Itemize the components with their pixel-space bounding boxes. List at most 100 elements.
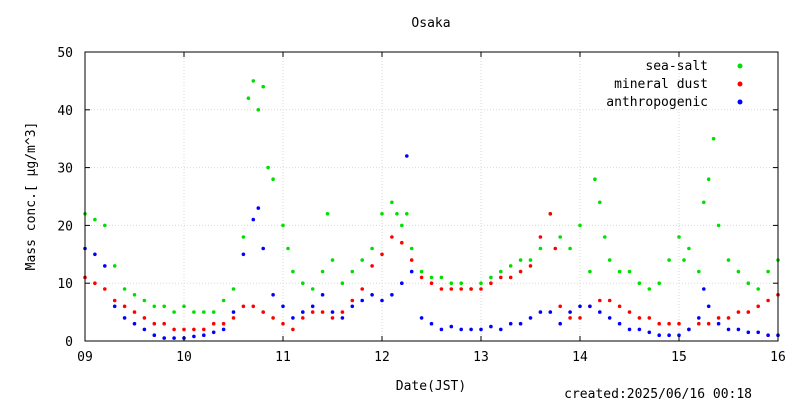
data-point — [568, 246, 572, 251]
data-point — [320, 310, 325, 314]
data-point — [568, 316, 572, 320]
data-point — [152, 304, 157, 309]
data-point — [766, 298, 770, 303]
y-axis-label: Mass conc.[ μg/m^3] — [24, 122, 39, 271]
data-point — [756, 304, 760, 309]
data-point — [617, 304, 622, 309]
data-point — [340, 310, 345, 314]
data-point — [325, 212, 330, 216]
x-tick-label: 10 — [176, 350, 192, 365]
data-point — [702, 287, 706, 291]
data-point — [439, 327, 444, 332]
legend-marker — [737, 63, 743, 69]
data-point — [459, 327, 464, 332]
data-point — [301, 316, 305, 320]
data-point — [548, 212, 553, 216]
data-point — [246, 96, 251, 100]
data-point — [400, 240, 404, 245]
axis-ticks: 09 10 11 12 13 14 15 16 0 10 20 30 40 50 — [57, 46, 785, 365]
data-point — [518, 258, 523, 262]
series-mineral-dust — [83, 212, 780, 332]
data-point — [182, 304, 186, 309]
data-point — [637, 316, 642, 320]
data-point — [132, 321, 137, 326]
data-point — [182, 327, 186, 332]
data-point — [93, 252, 97, 257]
data-point — [162, 336, 166, 340]
data-point — [172, 310, 176, 314]
data-point — [103, 264, 107, 268]
y-tick-label: 40 — [57, 104, 73, 119]
data-point — [405, 212, 409, 216]
data-point — [241, 304, 246, 309]
data-point — [687, 327, 691, 332]
data-point — [152, 321, 157, 326]
data-point — [518, 321, 523, 326]
data-point — [142, 316, 147, 320]
data-point — [132, 310, 137, 314]
data-point — [508, 264, 513, 268]
data-point — [479, 327, 483, 332]
data-point — [409, 258, 414, 262]
plot-frame — [84, 51, 779, 342]
data-point — [429, 321, 434, 326]
data-point — [706, 321, 711, 326]
data-point — [736, 327, 741, 332]
data-point — [390, 235, 394, 239]
x-tick-label: 13 — [473, 350, 489, 365]
data-point — [558, 304, 562, 309]
data-point — [553, 246, 558, 251]
data-point — [192, 310, 196, 314]
data-point — [93, 281, 97, 286]
data-point — [395, 212, 399, 216]
data-point — [756, 287, 760, 291]
data-point — [702, 200, 706, 205]
data-point — [429, 281, 434, 286]
data-point — [310, 287, 315, 291]
data-point — [340, 281, 345, 286]
data-point — [578, 316, 582, 320]
data-point — [627, 269, 632, 274]
data-point — [152, 333, 157, 338]
series-anthropogenic — [83, 154, 780, 340]
data-point — [746, 310, 751, 314]
data-point — [677, 235, 681, 239]
data-point — [697, 316, 701, 320]
data-point — [340, 316, 345, 320]
data-point — [647, 316, 652, 320]
footer-created: created:2025/06/16 00:18 — [564, 387, 752, 400]
data-point — [617, 321, 622, 326]
data-point — [677, 321, 681, 326]
data-point — [291, 269, 295, 274]
x-tick-label: 09 — [77, 350, 93, 365]
y-tick-label: 10 — [57, 277, 73, 292]
data-point — [132, 293, 137, 297]
data-point — [766, 333, 770, 338]
data-point — [320, 269, 325, 274]
data-point — [548, 310, 553, 314]
data-point — [310, 310, 315, 314]
data-point — [419, 269, 424, 274]
data-point — [558, 235, 562, 239]
legend-marker — [737, 81, 743, 87]
data-point — [281, 321, 285, 326]
data-point — [593, 177, 597, 181]
data-point — [162, 321, 166, 326]
data-point — [172, 336, 176, 340]
data-point — [706, 304, 711, 309]
data-point — [360, 287, 365, 291]
data-point — [637, 327, 642, 332]
data-point — [202, 310, 206, 314]
data-point — [766, 269, 770, 274]
x-tick-label: 12 — [374, 350, 390, 365]
data-point — [607, 316, 612, 320]
legend-label: sea-salt — [645, 59, 708, 74]
data-point — [390, 293, 394, 297]
data-point — [687, 246, 691, 251]
data-point — [677, 333, 681, 338]
data-point — [330, 316, 335, 320]
data-point — [697, 321, 701, 326]
data-point — [221, 321, 226, 326]
data-point — [301, 310, 305, 314]
